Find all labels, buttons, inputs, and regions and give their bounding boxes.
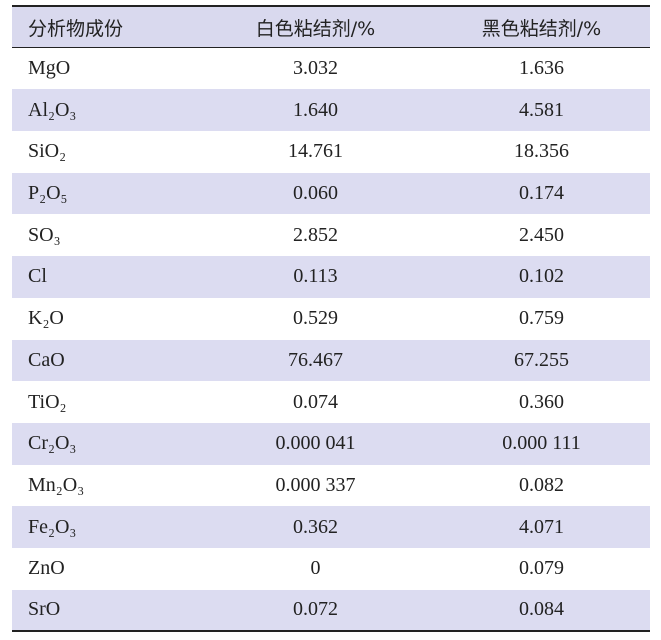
table-cell: 4.581 [519,98,564,121]
table-cell: 0.102 [519,265,564,288]
table-cell: 0.759 [519,307,564,330]
table-cell: 2.450 [519,223,564,246]
table-row: SrO 0.072 0.084 [12,589,650,632]
table-cell: ZnO [28,557,65,580]
table-cell: 1.636 [519,57,564,80]
table-cell: 0.084 [519,598,564,621]
table-row: Cr₂O₃ 0.000 041 0.000 111 [12,422,650,465]
table-cell: MgO [28,57,71,80]
header-cell: 分析物成份 [28,17,124,40]
table-cell: 0.072 [293,598,338,621]
table-header: 分析物成份 白色粘结剂/% 黑色粘结剂/% [12,6,650,48]
table-cell: 0.082 [519,473,564,496]
table-cell: P₂O₅ [28,182,68,205]
table-body: MgO 3.032 1.636 Al₂O₃ 1.640 4.581 SiO₂ 14.761 18… [12,48,650,632]
table-row: TiO₂ 0.074 0.360 [12,381,650,423]
table-cell: 0.000 111 [502,432,581,455]
table-cell: 76.467 [288,348,343,371]
table-cell: SrO [28,598,61,621]
table-cell: 1.640 [293,98,338,121]
header-cell: 白色粘结剂/% [255,17,376,40]
table-cell: 2.852 [293,223,338,246]
table-cell: SO₃ [28,223,61,246]
table-row: ZnO 0 0.079 [12,548,650,590]
composition-table: 分析物成份 白色粘结剂/% 黑色粘结剂/% MgO 3.032 1.636 Al₂O₃ 1.… [12,5,650,632]
table-cell: 0.529 [293,307,338,330]
table-cell: 0.074 [293,390,338,413]
table-cell: 0.079 [519,557,564,580]
table-cell: 14.761 [288,140,343,163]
table-cell: 18.356 [514,140,569,163]
table-cell: Fe₂O₃ [28,515,77,538]
table-row: Fe₂O₃ 0.362 4.071 [12,506,650,548]
table-row: MgO 3.032 1.636 [12,48,650,90]
table-cell: 0.113 [293,265,338,288]
table-cell: 3.032 [293,57,338,80]
table-cell: SiO₂ [28,140,67,163]
table-cell: 0.000 337 [275,473,356,496]
table-cell: Cr₂O₃ [28,432,77,455]
table-cell: 4.071 [519,515,564,538]
header-cell: 黑色粘结剂/% [481,17,602,40]
table-cell: 0.060 [293,182,338,205]
table-cell: 0.000 041 [275,432,356,455]
table-cell: 0.362 [293,515,338,538]
table-row: K₂O 0.529 0.759 [12,298,650,340]
table-cell: 67.255 [514,348,569,371]
table-row: P₂O₅ 0.060 0.174 [12,172,650,215]
table-cell: Al₂O₃ [28,98,77,121]
table-cell: 0.174 [519,182,564,205]
table-cell: 0 [310,557,321,580]
table-row: Mn₂O₃ 0.000 337 0.082 [12,465,650,507]
table-row: CaO 76.467 67.255 [12,339,650,382]
table-cell: K₂O [28,307,64,330]
table-cell: Mn₂O₃ [28,473,85,496]
table-cell: TiO₂ [28,390,67,413]
table-row: Al₂O₃ 1.640 4.581 [12,89,650,132]
table-cell: Cl [28,265,47,288]
table-row: SO₃ 2.852 2.450 [12,214,650,256]
table-container: 分析物成份 白色粘结剂/% 黑色粘结剂/% MgO 3.032 1.636 Al₂O₃ 1.… [12,5,650,632]
table-row: Cl 0.113 0.102 [12,256,650,298]
table-cell: 0.360 [519,390,564,413]
table-cell: CaO [28,348,65,371]
table-row: SiO₂ 14.761 18.356 [12,131,650,173]
header-row: 分析物成份 白色粘结剂/% 黑色粘结剂/% [12,6,650,48]
